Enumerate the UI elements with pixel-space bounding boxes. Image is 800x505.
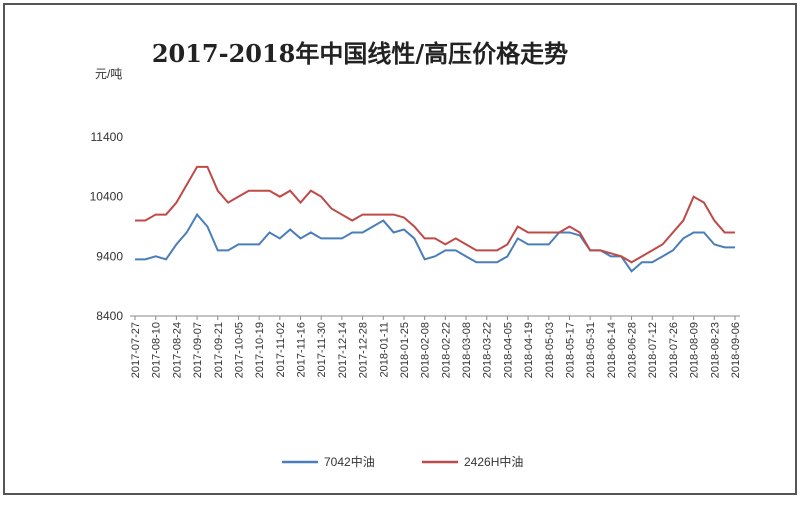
x-tick-label: 2017-11-02 xyxy=(275,322,287,377)
x-tick-label: 2018-04-05 xyxy=(502,322,514,378)
x-tick-label: 2017-08-10 xyxy=(151,322,163,378)
x-tick-label: 2017-09-07 xyxy=(192,322,204,378)
x-tick-label: 2018-03-22 xyxy=(482,322,494,378)
x-tick-label: 2018-07-12 xyxy=(647,322,659,378)
x-tick-label: 2017-10-19 xyxy=(254,322,266,378)
legend-label: 2426H中油 xyxy=(464,454,523,469)
x-tick-label: 2017-12-14 xyxy=(337,322,349,378)
x-tick-label: 2018-08-09 xyxy=(689,322,701,378)
x-tick-label: 2018-07-26 xyxy=(668,322,680,378)
frame xyxy=(3,3,797,495)
x-tick-label: 2017-11-16 xyxy=(296,322,308,377)
x-tick-label: 2018-05-03 xyxy=(544,322,556,378)
x-tick-label: 2018-05-31 xyxy=(585,322,597,378)
x-tick-label: 2017-08-24 xyxy=(171,322,183,378)
x-tick-label: 2018-01-25 xyxy=(399,322,411,378)
y-tick-label: 10400 xyxy=(90,190,124,204)
x-tick-label: 2018-08-23 xyxy=(709,322,721,378)
y-tick-label: 11400 xyxy=(91,130,124,144)
series-line xyxy=(135,212,735,273)
legend-label: 7042中油 xyxy=(324,454,375,469)
y-axis-label: 元/吨 xyxy=(95,67,122,81)
x-tick-label: 2017-07-27 xyxy=(130,322,142,378)
y-tick-label: 8400 xyxy=(96,309,123,323)
y-tick-label: 9400 xyxy=(96,249,123,263)
x-tick-label: 2017-11-30 xyxy=(316,322,328,377)
series-line xyxy=(135,165,735,264)
x-tick-label: 2018-03-08 xyxy=(461,322,473,378)
x-tick-label: 2018-06-14 xyxy=(606,322,618,378)
x-tick-label: 2018-02-08 xyxy=(420,322,432,378)
x-tick-label: 2018-06-28 xyxy=(627,322,639,378)
x-tick-label: 2018-05-17 xyxy=(564,322,576,378)
x-tick-label: 2018-09-06 xyxy=(730,322,742,378)
chart-title: 2017-2018年中国线性/高压价格走势 xyxy=(152,39,568,68)
x-tick-label: 2018-01-11 xyxy=(378,322,390,377)
x-tick-label: 2017-10-05 xyxy=(233,322,245,378)
x-tick-label: 2017-12-28 xyxy=(358,322,370,378)
x-tick-label: 2018-02-22 xyxy=(440,322,452,378)
x-tick-label: 2018-04-19 xyxy=(523,322,535,378)
x-tick-label: 2017-09-21 xyxy=(213,322,225,378)
